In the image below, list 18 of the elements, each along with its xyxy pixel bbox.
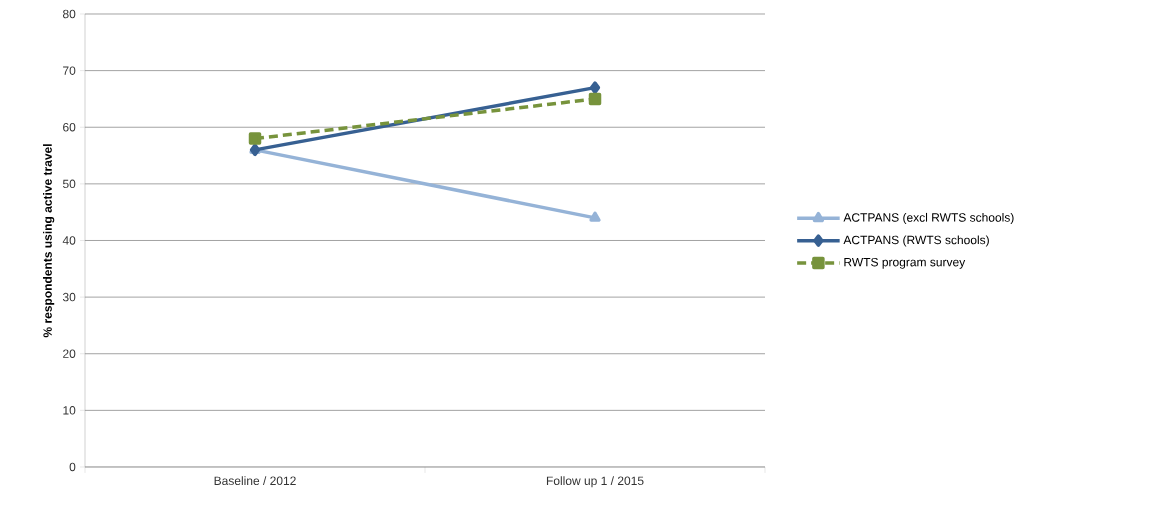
x-tick-label: Follow up 1 / 2015 bbox=[546, 476, 644, 488]
y-tick-label: 20 bbox=[63, 349, 76, 358]
y-tick-label: 80 bbox=[62, 9, 76, 19]
y-tick-label: 60 bbox=[63, 123, 76, 132]
legend-label: ACTPANS (excl RWTS schools) bbox=[843, 212, 1014, 225]
y-axis-title: % respondents using active travel bbox=[43, 144, 55, 338]
point bbox=[589, 81, 601, 94]
y-tick-label: 0 bbox=[69, 462, 76, 472]
legend-label: RWTS program survey bbox=[844, 257, 966, 269]
y-tick-label: 30 bbox=[62, 292, 76, 302]
y-tick-label: 70 bbox=[63, 66, 76, 75]
legend-label: ACTPANS (RWTS schools) bbox=[843, 235, 989, 247]
point bbox=[248, 132, 262, 145]
y-tick-label: 50 bbox=[62, 179, 76, 189]
y-tick-label: 10 bbox=[63, 406, 76, 415]
y-tick-label: 40 bbox=[62, 236, 76, 245]
point bbox=[588, 92, 602, 106]
x-tick-label: Baseline / 2012 bbox=[214, 476, 296, 485]
